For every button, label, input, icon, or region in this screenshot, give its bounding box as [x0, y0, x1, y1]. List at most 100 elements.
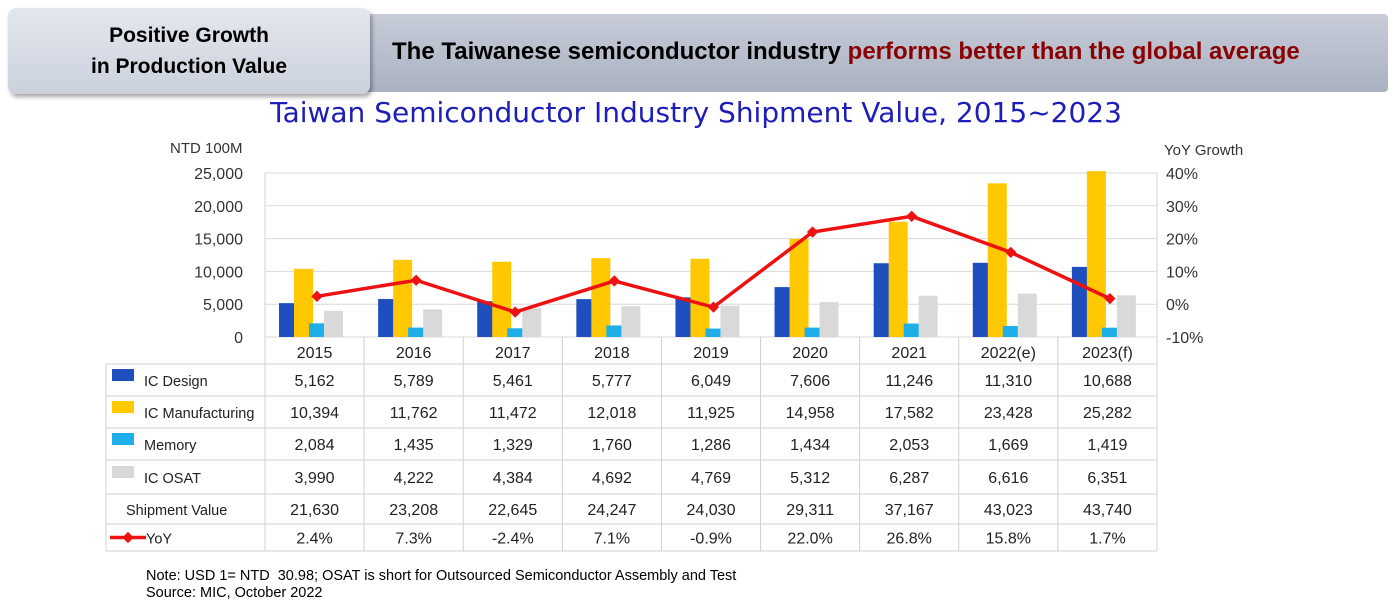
badge-line-2: in Production Value: [90, 55, 288, 78]
bar-ic-design: [972, 262, 992, 337]
legend-swatch: [112, 466, 134, 478]
bar-ic-osat: [621, 306, 641, 337]
y2-tick-label: 30%: [1166, 199, 1198, 216]
y2-tick-label: 0%: [1166, 297, 1189, 314]
table-cell: 1,435: [394, 437, 434, 454]
legend-swatch: [112, 401, 134, 413]
category-label: 2017: [495, 345, 531, 362]
y2-tick-label: 10%: [1166, 264, 1198, 281]
table-cell: 5,312: [790, 470, 830, 487]
bar-memory: [1101, 327, 1121, 337]
table-cell: 7.1%: [594, 531, 630, 548]
table-cell: 2.4%: [296, 531, 332, 548]
bar-memory: [606, 325, 626, 337]
headline: The Taiwanese semiconductor industry per…: [392, 38, 1300, 66]
table-cell: 1,669: [988, 437, 1028, 454]
table-cell: 15.8%: [986, 531, 1031, 548]
yoy-marker: [707, 301, 720, 313]
y2-tick-label: -10%: [1166, 330, 1203, 347]
table-cell: -2.4%: [492, 531, 534, 548]
growth-badge: Positive Growth in Production Value: [8, 8, 370, 94]
legend-label: IC Manufacturing: [144, 406, 254, 422]
bar-ic-manufacturing: [393, 259, 413, 337]
table-cell: 6,351: [1087, 470, 1127, 487]
bar-ic-manufacturing: [294, 268, 313, 337]
bar-ic-osat: [1017, 293, 1037, 337]
yoy-marker: [410, 274, 422, 286]
bar-ic-osat: [423, 309, 443, 337]
bar-memory: [705, 328, 725, 337]
bar-memory: [309, 323, 328, 337]
table-cell: 1.7%: [1089, 531, 1125, 548]
table-cell: 1,286: [691, 437, 731, 454]
yoy-marker: [1005, 246, 1017, 259]
yoy-marker: [1104, 292, 1116, 305]
table-cell: 22.0%: [787, 531, 832, 548]
table-cell: 11,246: [885, 373, 933, 390]
source-text: Source: MIC, October 2022: [146, 585, 323, 601]
table-cell: 25,282: [1083, 405, 1132, 422]
legend-marker: [122, 531, 134, 544]
bar-memory: [1002, 326, 1022, 337]
legend-label: IC Design: [144, 374, 208, 390]
bar-ic-osat: [918, 295, 938, 337]
table-cell: 4,222: [394, 470, 434, 487]
table-cell: 24,247: [587, 502, 636, 519]
bar-ic-design: [279, 303, 298, 337]
bar-ic-manufacturing: [591, 258, 611, 337]
category-label: 2016: [396, 345, 432, 362]
table-cell: 23,208: [389, 502, 438, 519]
y-tick-label: 10,000: [194, 264, 243, 281]
y-tick-label: 20,000: [194, 199, 243, 216]
category-label: 2023(f): [1082, 345, 1133, 362]
table-cell: 17,582: [885, 405, 934, 422]
category-label: 2015: [297, 345, 333, 362]
bar-ic-manufacturing: [987, 183, 1007, 337]
badge-line-1: Positive Growth: [109, 24, 269, 47]
category-label: 2018: [594, 345, 630, 362]
chart-title: Taiwan Semiconductor Industry Shipment V…: [270, 96, 1122, 129]
y2-axis-label: YoY Growth: [1164, 142, 1243, 159]
y-tick-label: 25,000: [194, 166, 243, 183]
bar-memory: [903, 323, 923, 337]
category-label: 2020: [792, 345, 828, 362]
table-cell: 4,769: [691, 470, 731, 487]
table-cell: 6,049: [691, 373, 731, 390]
bar-ic-design: [774, 287, 794, 337]
table-cell: 22,645: [488, 502, 537, 519]
y-axis-label: NTD 100M: [170, 140, 243, 157]
note-text: Note: USD 1= NTD 30.98; OSAT is short fo…: [146, 568, 737, 584]
y-tick-label: 15,000: [194, 232, 243, 249]
legend-label: IC OSAT: [144, 471, 201, 487]
table-cell: 12,018: [587, 405, 636, 422]
bar-ic-design: [477, 301, 497, 337]
yoy-marker: [509, 306, 521, 318]
yoy-marker: [311, 290, 323, 302]
bar-ic-manufacturing: [690, 258, 710, 337]
bar-ic-manufacturing: [492, 261, 512, 337]
table-cell: 6,616: [988, 470, 1028, 487]
table-cell: 4,692: [592, 470, 632, 487]
table-cell: -0.9%: [690, 531, 732, 548]
table-cell: 3,990: [295, 470, 335, 487]
table-cell: 14,958: [786, 405, 835, 422]
bar-memory: [408, 327, 428, 337]
table-cell: 43,023: [984, 502, 1033, 519]
table-cell: 1,419: [1087, 437, 1127, 454]
table-cell: 5,789: [394, 373, 434, 390]
table-cell: 11,762: [390, 405, 438, 422]
table-cell: 43,740: [1083, 502, 1132, 519]
bar-ic-osat: [522, 308, 542, 337]
footnote: Note: USD 1= NTD 30.98; OSAT is short fo…: [146, 568, 736, 602]
table-cell: 23,428: [984, 405, 1033, 422]
table-cell: 1,434: [790, 437, 830, 454]
table-cell: 5,162: [295, 373, 335, 390]
bar-ic-design: [576, 299, 596, 337]
bar-ic-manufacturing: [789, 238, 809, 337]
bar-memory: [804, 327, 824, 337]
y2-tick-label: 20%: [1166, 232, 1198, 249]
row-label: Shipment Value: [126, 503, 227, 519]
y-tick-label: 0: [234, 330, 243, 347]
bar-ic-osat: [819, 302, 839, 337]
legend-swatch: [112, 433, 134, 445]
